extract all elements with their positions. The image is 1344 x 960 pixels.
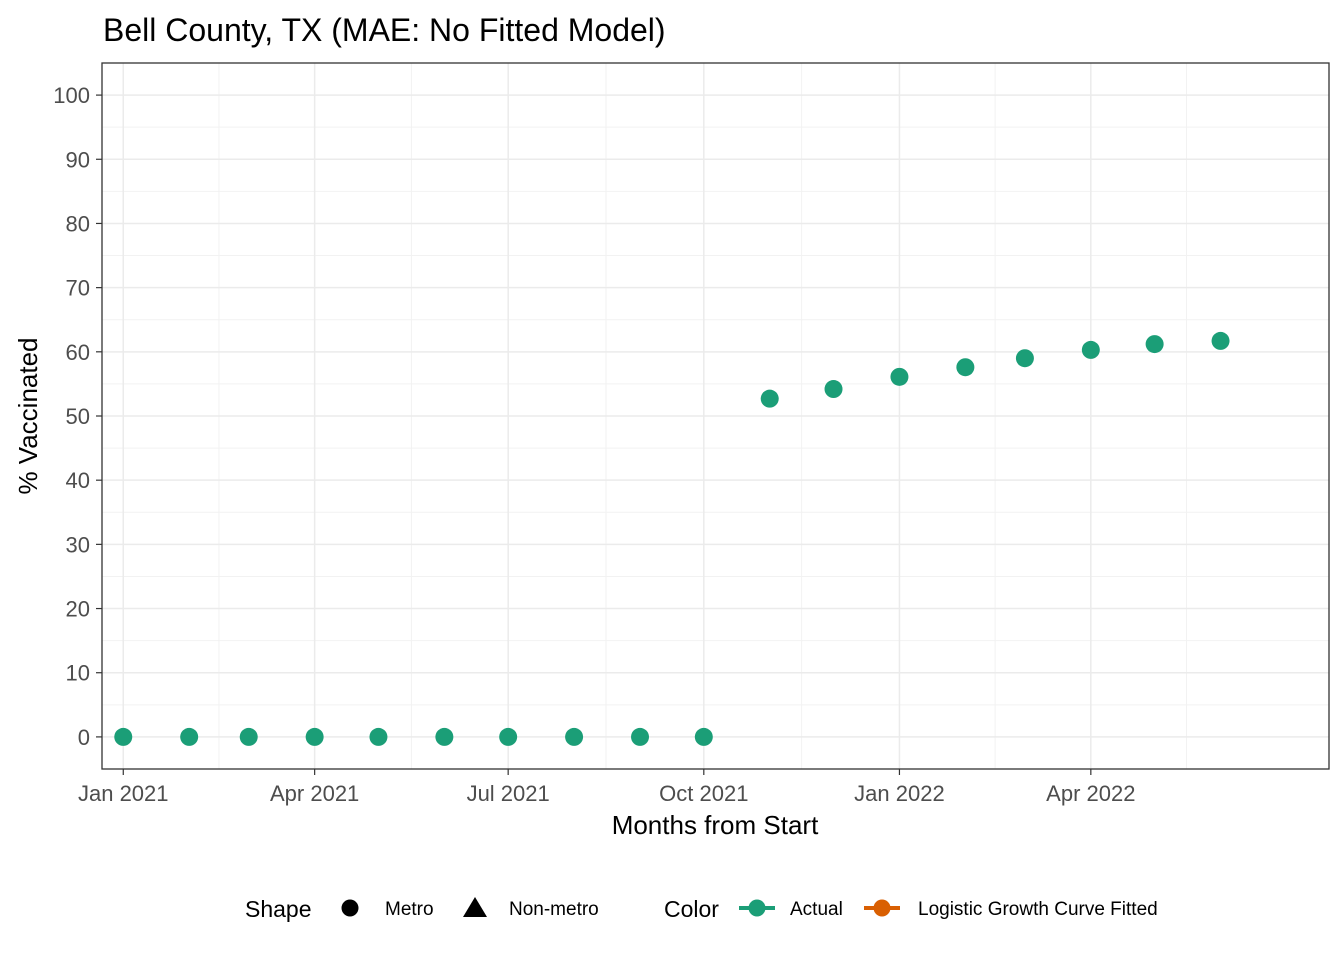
legend-metro-label: Metro [385,899,434,920]
y-tick-label: 20 [66,597,90,622]
y-tick-label: 90 [66,147,90,172]
plot-panel [101,62,1330,770]
legend-non-metro-key-triangle [463,897,487,917]
data-point [631,727,650,746]
y-tick-label: 40 [66,468,90,493]
data-point [1015,349,1034,368]
legend-actual-label: Actual [790,899,843,920]
y-axis: 0 10 20 30 40 50 60 70 80 90 100 [53,83,102,750]
data-point [694,727,713,746]
y-tick-label: 80 [66,211,90,236]
y-axis-title: % Vaccinated [13,337,43,494]
legend-shape-title: Shape [245,896,312,922]
x-tick-label: Oct 2021 [659,781,748,806]
y-tick-label: 50 [66,404,90,429]
data-point [760,389,779,408]
major-gridlines [102,63,1329,769]
legend-metro-key-circle [341,899,359,917]
data-point [499,727,518,746]
chart-title: Bell County, TX (MAE: No Fitted Model) [103,12,666,48]
data-point [369,727,388,746]
data-point [305,727,324,746]
y-tick-label: 100 [53,83,90,108]
data-point [435,727,454,746]
data-point [1081,340,1100,359]
data-point [239,727,258,746]
x-tick-label: Apr 2022 [1046,781,1135,806]
x-tick-label: Jul 2021 [467,781,550,806]
data-point [824,380,843,399]
data-point [114,727,133,746]
data-point [890,367,909,386]
x-tick-label: Jan 2022 [854,781,945,806]
y-tick-label: 10 [66,661,90,686]
x-tick-label: Jan 2021 [78,781,169,806]
y-tick-label: 0 [78,725,90,750]
data-point [956,358,975,377]
data-points [114,331,1230,746]
legend-non-metro-label: Non-metro [509,899,599,920]
y-tick-label: 30 [66,532,90,557]
data-point [1145,335,1164,354]
data-point [1211,331,1230,350]
y-tick-label: 70 [66,276,90,301]
data-point [180,727,199,746]
x-axis-title: Months from Start [612,810,819,840]
legend-actual-key-circle [748,899,766,917]
y-tick-label: 60 [66,340,90,365]
legend-fitted-label: Logistic Growth Curve Fitted [918,899,1158,920]
x-axis: Jan 2021 Apr 2021 Jul 2021 Oct 2021 Jan 2022… [78,769,1135,806]
legend-fitted-key-circle [873,899,891,917]
x-tick-label: Apr 2021 [270,781,359,806]
data-point [565,727,584,746]
legend-color-title: Color [664,896,719,922]
legend: Shape Metro Non-metro Color Actual Logis… [245,896,1158,922]
